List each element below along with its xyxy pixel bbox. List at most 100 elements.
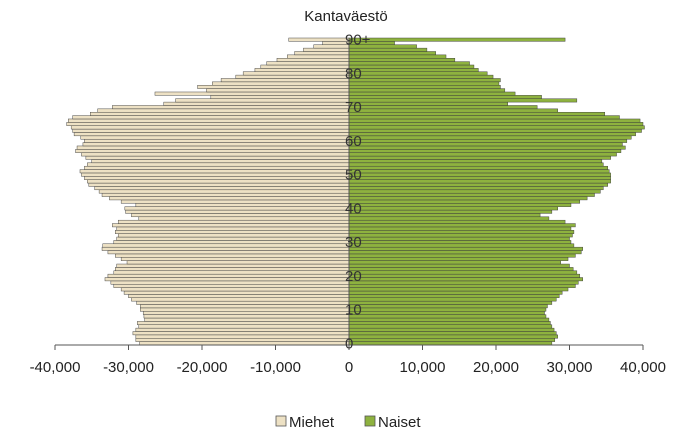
- female-bar-age-65: [348, 122, 644, 126]
- male-bar-age-49: [84, 176, 350, 180]
- female-bar-age-59: [348, 142, 623, 147]
- legend: Miehet Naiset: [275, 414, 421, 431]
- male-bar-age-64: [70, 125, 350, 130]
- male-bar-age-67: [72, 115, 350, 120]
- female-bar-age-64: [348, 125, 645, 130]
- male-bar-age-56: [81, 152, 350, 157]
- male-bar-age-21: [113, 270, 350, 275]
- male-bar-age-29: [102, 243, 350, 248]
- male-bar-age-24: [126, 260, 350, 265]
- female-bar-age-41: [348, 203, 572, 207]
- male-bar-age-34: [116, 226, 350, 231]
- female-bar-age-67: [348, 115, 620, 120]
- male-bar-age-73: [210, 95, 350, 99]
- male-bar-age-19: [104, 277, 350, 282]
- female-bar-age-22: [348, 267, 574, 272]
- female-bar-age-78: [348, 78, 501, 83]
- female-bar-age-53: [348, 162, 604, 167]
- female-bar-age-54: [348, 159, 603, 164]
- x-tick-label: -30,000: [103, 359, 154, 376]
- female-bar-age-68: [348, 111, 606, 116]
- chart-title: Kantaväestö: [304, 8, 387, 25]
- male-bar-age-22: [115, 267, 350, 272]
- x-tick-label: 0: [345, 359, 353, 376]
- female-bar-age-38: [348, 213, 541, 218]
- female-bar-age-63: [348, 128, 642, 133]
- male-bar-age-88: [313, 44, 350, 49]
- legend-swatch-miehet: [275, 415, 287, 427]
- female-bar-age-37: [348, 216, 550, 221]
- female-bar-age-40: [348, 206, 558, 211]
- female-bar-age-25: [348, 257, 569, 261]
- female-bar-age-51: [348, 169, 610, 174]
- female-bar-age-11: [348, 304, 548, 309]
- female-bar-age-15: [348, 290, 563, 295]
- x-tick-label: -10,000: [250, 359, 301, 376]
- female-bar-age-43: [348, 196, 588, 201]
- male-bar-age-39: [125, 209, 350, 214]
- age-label: 90+: [345, 32, 371, 49]
- legend-label-miehet: Miehet: [289, 414, 335, 431]
- x-tick-label: 10,000: [400, 359, 446, 376]
- male-bar-age-28: [101, 246, 350, 251]
- male-bar-age-38: [131, 213, 350, 218]
- male-bar-age-66: [68, 118, 350, 123]
- male-bar-age-5: [138, 324, 350, 329]
- female-bar-age-5: [348, 324, 553, 329]
- female-bar-age-80: [348, 71, 488, 76]
- female-bar-age-3: [348, 331, 557, 336]
- age-label: 70: [345, 99, 362, 116]
- female-bar-age-1: [348, 338, 556, 342]
- age-labels-group: 0 10 20 30 40 50 60 70 80 90+: [345, 32, 371, 353]
- male-bar-age-1: [135, 338, 350, 342]
- female-bar-age-46: [348, 186, 604, 191]
- female-bar-age-56: [348, 152, 617, 157]
- male-bar-age-8: [143, 314, 350, 319]
- male-bar-age-57: [75, 149, 350, 153]
- male-bar-age-13: [131, 297, 350, 302]
- female-bar-age-0: [348, 341, 553, 346]
- female-bar-age-8: [348, 314, 547, 319]
- male-bar-age-55: [85, 155, 350, 160]
- bars-group: [66, 37, 645, 346]
- male-bar-age-3: [132, 331, 350, 336]
- male-bar-age-83: [266, 61, 350, 66]
- female-bar-age-66: [348, 118, 641, 123]
- female-bar-age-83: [348, 61, 470, 66]
- male-bar-age-79: [235, 74, 350, 79]
- female-bar-age-47: [348, 182, 608, 187]
- male-bar-age-47: [88, 182, 350, 187]
- male-bar-age-16: [120, 287, 350, 292]
- female-bar-age-36: [348, 219, 566, 224]
- female-bar-age-4: [348, 327, 555, 332]
- female-bar-age-45: [348, 189, 601, 194]
- female-bar-age-85: [348, 54, 447, 59]
- female-bar-age-79: [348, 74, 494, 79]
- male-bar-age-74: [154, 91, 350, 96]
- male-bar-age-10: [140, 307, 350, 312]
- female-bar-age-29: [348, 243, 575, 248]
- female-bar-age-12: [348, 300, 553, 305]
- female-bar-age-20: [348, 273, 581, 278]
- x-ticks-group: -40,000 -30,000 -20,000 -10,000 0 10,000 20,00…: [30, 345, 666, 376]
- female-bar-age-71: [348, 101, 508, 106]
- female-bar-age-17: [348, 284, 576, 288]
- male-bar-age-33: [115, 230, 350, 234]
- female-bar-age-32: [348, 233, 573, 238]
- female-bar-age-62: [348, 132, 636, 137]
- female-bar-age-31: [348, 236, 570, 241]
- female-bar-age-69: [348, 108, 558, 113]
- male-bar-age-20: [107, 273, 350, 278]
- female-bar-age-75: [348, 88, 506, 93]
- female-bar-age-19: [348, 277, 583, 282]
- male-bar-age-62: [73, 132, 350, 137]
- male-bar-age-59: [82, 142, 350, 147]
- male-bar-age-2: [135, 334, 350, 339]
- female-bar-age-76: [348, 85, 501, 89]
- male-bar-age-9: [142, 311, 350, 315]
- male-bar-age-50: [81, 172, 350, 177]
- male-bar-age-11: [140, 304, 350, 309]
- male-bar-age-45: [98, 189, 350, 194]
- male-bar-age-51: [79, 169, 350, 174]
- age-label: 60: [345, 133, 362, 150]
